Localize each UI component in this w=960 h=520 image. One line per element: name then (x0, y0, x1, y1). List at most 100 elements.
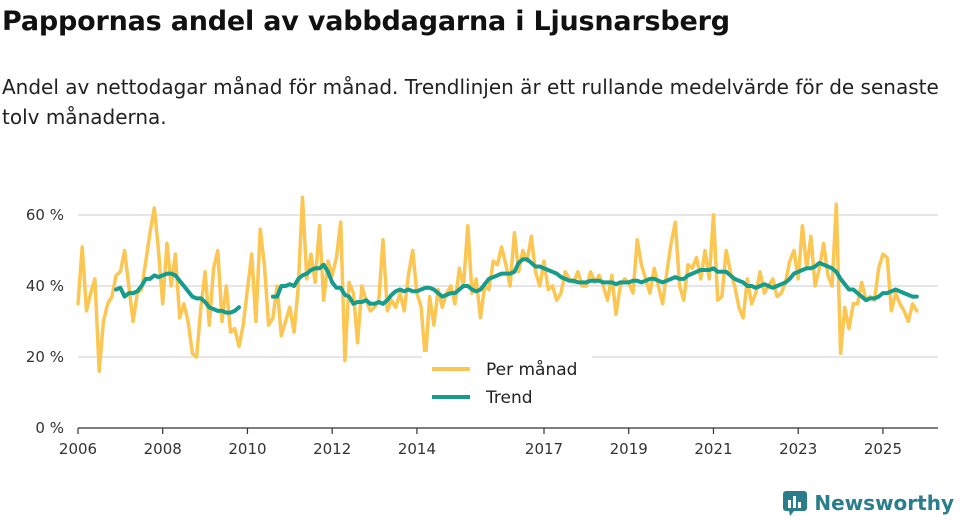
data-point-trend (776, 285, 777, 286)
data-point-trend (827, 266, 828, 267)
data-point-trend (912, 296, 913, 297)
data-point-per-manad (387, 310, 388, 311)
data-point-per-manad (179, 317, 180, 318)
data-point-trend (488, 278, 489, 279)
data-point-per-manad (196, 356, 197, 357)
data-point-trend (438, 293, 439, 294)
data-point-trend (641, 282, 642, 283)
data-point-trend (493, 277, 494, 278)
data-point-per-manad (166, 243, 167, 244)
data-point-trend (577, 282, 578, 283)
data-point-per-manad (145, 261, 146, 262)
data-point-per-manad (522, 250, 523, 251)
data-point-per-manad (747, 278, 748, 279)
data-point-trend (717, 271, 718, 272)
data-point-trend (819, 262, 820, 263)
data-point-per-manad (904, 310, 905, 311)
data-point-per-manad (488, 289, 489, 290)
data-point-trend (353, 303, 354, 304)
data-point-trend (874, 298, 875, 299)
data-point-per-manad (306, 278, 307, 279)
data-point-per-manad (776, 296, 777, 297)
data-point-per-manad (111, 296, 112, 297)
data-point-trend (743, 282, 744, 283)
x-tick-label: 2008 (144, 440, 182, 458)
data-point-trend (603, 282, 604, 283)
data-point-trend (196, 298, 197, 299)
data-point-trend (421, 289, 422, 290)
newsworthy-icon (783, 491, 808, 516)
data-point-per-manad (217, 250, 218, 251)
data-point-per-manad (586, 285, 587, 286)
data-point-per-manad (412, 250, 413, 251)
data-point-trend (120, 287, 121, 288)
x-tick-label: 2023 (779, 440, 817, 458)
data-point-trend (535, 266, 536, 267)
data-point-trend (692, 273, 693, 274)
data-point-per-manad (552, 285, 553, 286)
data-point-per-manad (501, 246, 502, 247)
data-point-per-manad (793, 250, 794, 251)
data-point-per-manad (399, 293, 400, 294)
data-point-per-manad (221, 321, 222, 322)
data-point-per-manad (128, 285, 129, 286)
data-point-trend (628, 282, 629, 283)
data-point-trend (848, 289, 849, 290)
data-point-trend (709, 269, 710, 270)
data-point-trend (378, 301, 379, 302)
data-point-trend (560, 277, 561, 278)
x-tick-label: 2006 (59, 440, 97, 458)
data-point-per-manad (726, 250, 727, 251)
data-point-trend (395, 291, 396, 292)
data-point-per-manad (374, 307, 375, 308)
data-point-trend (188, 291, 189, 292)
data-point-trend (789, 278, 790, 279)
data-point-per-manad (539, 285, 540, 286)
data-point-trend (209, 307, 210, 308)
chart-subtitle: Andel av nettodagar månad för månad. Tre… (2, 75, 939, 129)
data-point-per-manad (327, 261, 328, 262)
data-point-trend (484, 284, 485, 285)
data-point-trend (361, 301, 362, 302)
data-point-trend (594, 280, 595, 281)
data-point-trend (446, 294, 447, 295)
data-point-trend (374, 303, 375, 304)
data-point-per-manad (171, 285, 172, 286)
y-tick-label: 60 % (26, 206, 64, 224)
y-axis-ticks: 0 % 20 % 40 % 60 % (26, 206, 64, 437)
data-point-per-manad (751, 303, 752, 304)
data-point-per-manad (649, 293, 650, 294)
data-point-per-manad (624, 278, 625, 279)
data-point-trend (124, 296, 125, 297)
data-point-trend (128, 293, 129, 294)
data-point-per-manad (505, 264, 506, 265)
data-point-per-manad (277, 285, 278, 286)
data-point-per-manad (882, 254, 883, 255)
data-point-trend (450, 293, 451, 294)
data-point-trend (556, 273, 557, 274)
data-point-per-manad (755, 293, 756, 294)
data-point-per-manad (671, 243, 672, 244)
data-point-per-manad (349, 282, 350, 283)
data-point-per-manad (315, 282, 316, 283)
legend-label: Per månad (486, 359, 577, 380)
data-point-trend (166, 273, 167, 274)
data-point-trend (899, 291, 900, 292)
data-point-per-manad (891, 310, 892, 311)
legend-label: Trend (485, 388, 533, 408)
data-point-per-manad (99, 371, 100, 372)
data-point-per-manad (281, 335, 282, 336)
data-point-trend (548, 269, 549, 270)
data-point-trend (522, 259, 523, 260)
data-point-per-manad (209, 325, 210, 326)
data-point-per-manad (183, 303, 184, 304)
data-point-trend (806, 268, 807, 269)
data-point-trend (183, 285, 184, 286)
x-tick-label: 2017 (525, 440, 563, 458)
data-point-trend (332, 282, 333, 283)
data-point-trend (370, 303, 371, 304)
data-point-per-manad (577, 271, 578, 272)
data-point-trend (501, 273, 502, 274)
data-point-per-manad (658, 285, 659, 286)
data-point-per-manad (887, 257, 888, 258)
